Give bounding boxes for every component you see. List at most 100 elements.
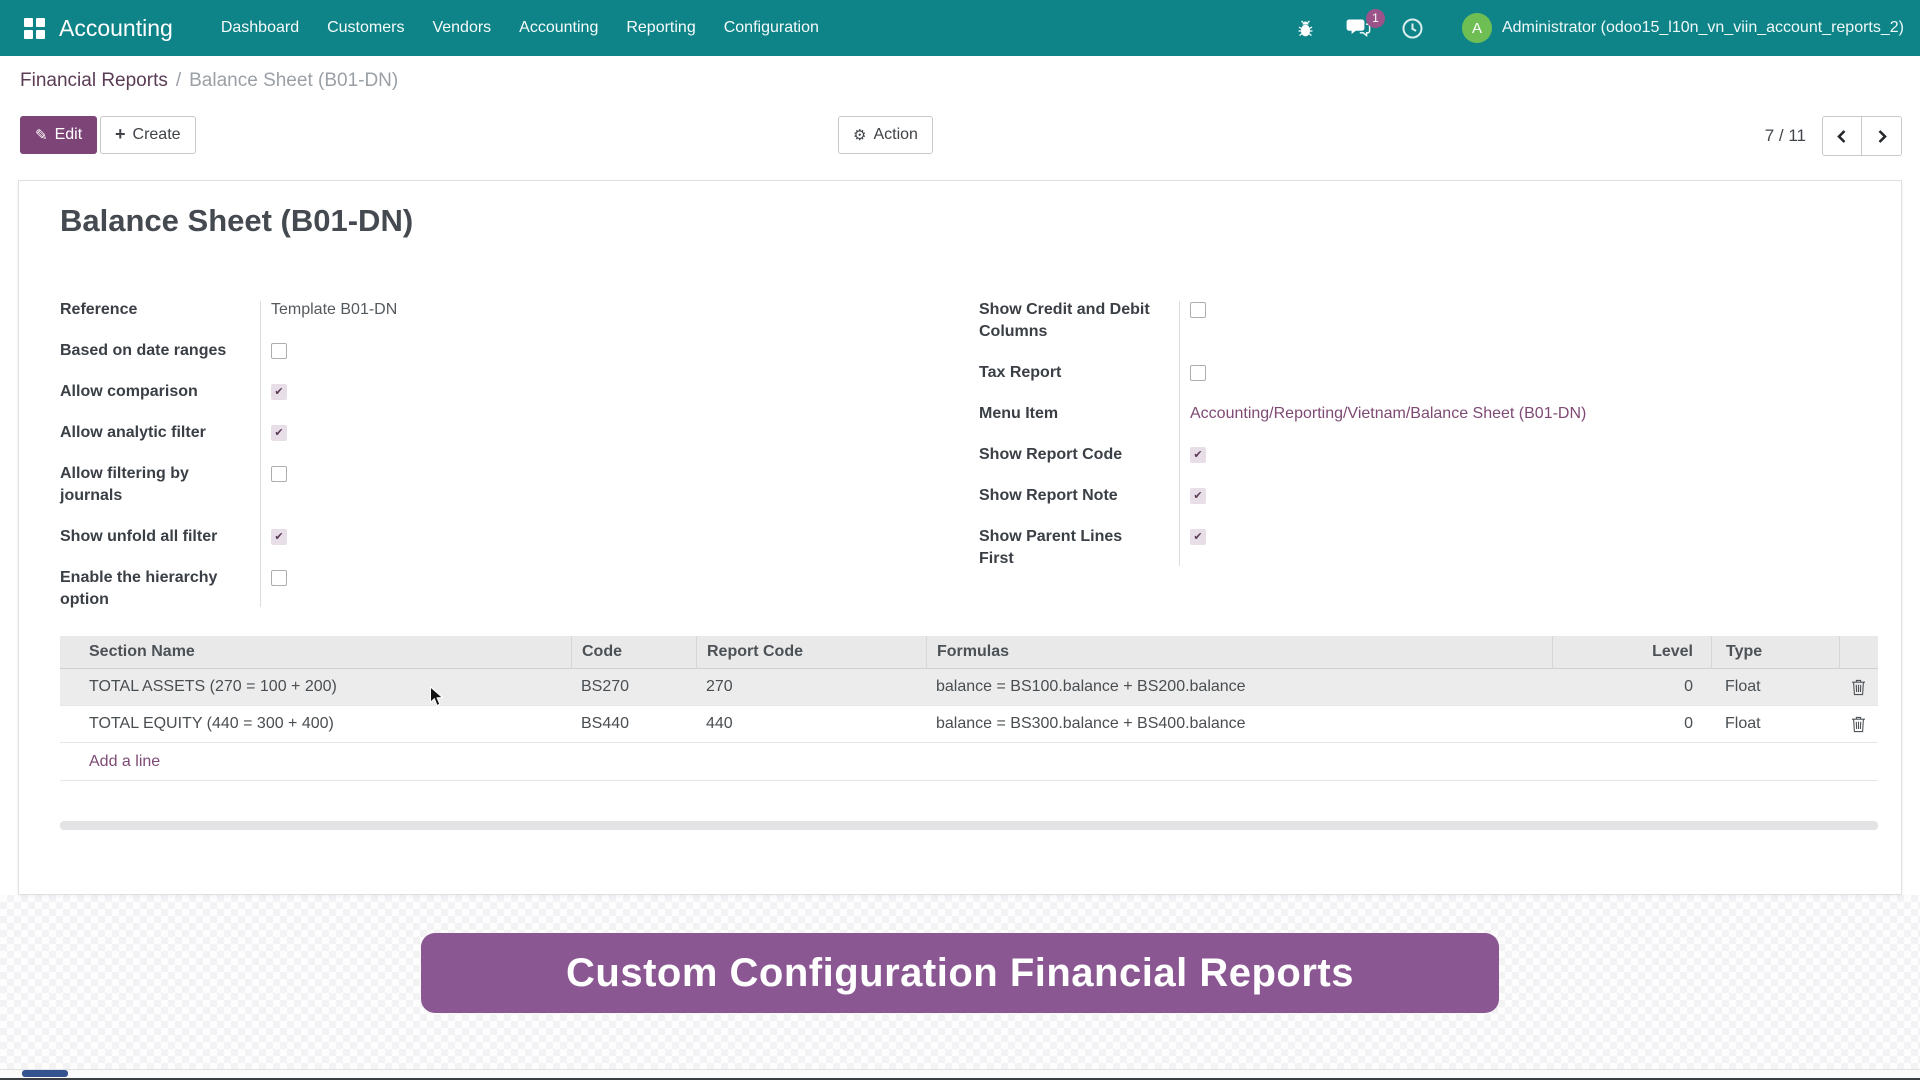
show-report-code-checkbox[interactable] [1190, 447, 1206, 463]
allow-comparison-checkbox[interactable] [271, 384, 287, 400]
create-button[interactable]: + Create [100, 116, 196, 154]
field-label: Show unfold all filter [60, 528, 218, 545]
scrollbar-thumb[interactable] [22, 1070, 68, 1077]
show-report-note-checkbox[interactable] [1190, 488, 1206, 504]
allow-analytic-filter-checkbox[interactable] [271, 425, 287, 441]
messages-icon[interactable]: 1 [1346, 8, 1385, 39]
table-horizontal-scrollbar[interactable] [60, 821, 1878, 830]
tax-report-checkbox[interactable] [1190, 365, 1206, 381]
table-header-row: Section Name Code Report Code Formulas L… [60, 636, 1878, 669]
page-title: Balance Sheet (B01-DN) [60, 203, 414, 238]
header-actions [1839, 636, 1878, 668]
user-name: Administrator (odoo15_l10n_vn_viin_accou… [1501, 19, 1904, 36]
reference-value: Template B01-DN [271, 301, 398, 318]
field-tax-report: Tax Report [979, 362, 1859, 384]
field-based-on-date-ranges: Based on date ranges [60, 340, 940, 362]
pager: 7 / 11 [1765, 116, 1902, 156]
show-credit-debit-columns-checkbox[interactable] [1190, 302, 1206, 318]
field-label: Tax Report [979, 364, 1062, 381]
delete-row-button[interactable] [1851, 679, 1866, 696]
field-label: Show Parent Lines First [979, 528, 1123, 567]
add-a-line-link[interactable]: Add a line [89, 752, 161, 770]
apps-grid-icon[interactable] [24, 17, 45, 39]
header-formulas[interactable]: Formulas [926, 636, 1552, 668]
cell-code[interactable]: BS270 [581, 678, 630, 695]
header-code[interactable]: Code [571, 636, 696, 668]
report-lines-table: Section Name Code Report Code Formulas L… [60, 636, 1878, 781]
header-section-name[interactable]: Section Name [89, 643, 195, 660]
cell-level[interactable]: 0 [1684, 678, 1693, 695]
cell-level[interactable]: 0 [1684, 715, 1693, 732]
caption-banner: Custom Configuration Financial Reports [421, 933, 1499, 1013]
edit-button-label: Edit [54, 126, 83, 143]
top-navbar: Accounting Dashboard Customers Vendors A… [0, 0, 1920, 56]
field-label: Enable the hierarchy option [60, 569, 218, 608]
pager-previous-button[interactable] [1822, 116, 1862, 156]
page-horizontal-scrollbar[interactable] [0, 1069, 1920, 1078]
field-enable-hierarchy-option: Enable the hierarchy option [60, 567, 940, 611]
cell-formulas[interactable]: balance = BS100.balance + BS200.balance [936, 678, 1246, 695]
allow-filtering-by-journals-checkbox[interactable] [271, 466, 287, 482]
action-button[interactable]: ⚙ Action [838, 116, 933, 154]
header-level[interactable]: Level [1552, 636, 1711, 668]
enable-hierarchy-option-checkbox[interactable] [271, 570, 287, 586]
menu-configuration[interactable]: Configuration [723, 19, 819, 36]
cell-code[interactable]: BS440 [581, 715, 630, 732]
action-button-label: Action [873, 126, 918, 143]
chevron-right-icon [1878, 129, 1887, 143]
table-row[interactable]: TOTAL EQUITY (440 = 300 + 400) BS440 440… [60, 706, 1878, 743]
breadcrumb-current: Balance Sheet (B01-DN) [189, 70, 399, 91]
field-label: Allow analytic filter [60, 424, 206, 441]
edit-button[interactable]: ✎ Edit [20, 116, 98, 154]
based-on-date-ranges-checkbox[interactable] [271, 343, 287, 359]
gear-icon: ⚙ [853, 126, 867, 144]
show-unfold-all-filter-checkbox[interactable] [271, 529, 287, 545]
field-show-report-note: Show Report Note [979, 485, 1859, 507]
breadcrumb-financial-reports[interactable]: Financial Reports [20, 70, 168, 91]
pager-next-button[interactable] [1862, 116, 1902, 156]
activities-clock-icon[interactable] [1401, 17, 1424, 40]
field-label: Show Credit and Debit Columns [979, 301, 1150, 340]
cell-type[interactable]: Float [1725, 715, 1761, 732]
header-report-code[interactable]: Report Code [696, 636, 926, 668]
menu-customers[interactable]: Customers [327, 19, 405, 36]
header-type[interactable]: Type [1711, 636, 1839, 668]
trash-icon [1852, 679, 1865, 695]
cell-section-name[interactable]: TOTAL ASSETS (270 = 100 + 200) [89, 678, 337, 695]
checkerboard-background: Custom Configuration Financial Reports [0, 895, 1920, 1080]
app-title[interactable]: Accounting [59, 14, 173, 41]
avatar: A [1461, 13, 1492, 43]
form-sheet: Balance Sheet (B01-DN) Reference Templat… [18, 180, 1902, 895]
show-parent-lines-first-checkbox[interactable] [1190, 529, 1206, 545]
pager-value: 7 / 11 [1764, 126, 1806, 145]
add-line-row: Add a line [60, 743, 1878, 781]
field-allow-filtering-by-journals: Allow filtering by journals [60, 463, 940, 507]
menu-dashboard[interactable]: Dashboard [220, 19, 300, 36]
cell-section-name[interactable]: TOTAL EQUITY (440 = 300 + 400) [89, 715, 334, 732]
trash-icon [1852, 716, 1865, 732]
cell-report-code[interactable]: 270 [706, 678, 733, 695]
debug-bug-icon[interactable] [1295, 18, 1316, 39]
cell-formulas[interactable]: balance = BS300.balance + BS400.balance [936, 715, 1246, 732]
cell-type[interactable]: Float [1725, 678, 1761, 695]
table-row[interactable]: TOTAL ASSETS (270 = 100 + 200) BS270 270… [60, 669, 1878, 706]
create-button-label: Create [132, 126, 181, 143]
field-menu-item: Menu Item Accounting/Reporting/Vietnam/B… [979, 403, 1859, 425]
cell-report-code[interactable]: 440 [706, 715, 733, 732]
field-show-parent-lines-first: Show Parent Lines First [979, 526, 1859, 570]
field-label: Allow comparison [60, 383, 198, 400]
field-show-unfold-all-filter: Show unfold all filter [60, 526, 940, 548]
form-right-column: Show Credit and Debit Columns Tax Report… [979, 299, 1859, 570]
main-menu: Dashboard Customers Vendors Accounting R… [207, 0, 833, 56]
delete-row-button[interactable] [1851, 716, 1866, 733]
field-label: Show Report Note [979, 487, 1118, 504]
breadcrumb-separator: / [175, 70, 182, 91]
menu-item-link[interactable]: Accounting/Reporting/Vietnam/Balance She… [1190, 405, 1587, 422]
user-menu[interactable]: A Administrator (odoo15_l10n_vn_viin_acc… [1461, 13, 1904, 43]
menu-reporting[interactable]: Reporting [626, 19, 696, 36]
menu-vendors[interactable]: Vendors [432, 19, 492, 36]
menu-accounting[interactable]: Accounting [519, 19, 599, 36]
systray: 1 A Administrator (odoo15_l10n_vn_viin_a… [1295, 8, 1904, 43]
field-label: Menu Item [979, 405, 1059, 422]
field-label: Reference [60, 301, 138, 318]
